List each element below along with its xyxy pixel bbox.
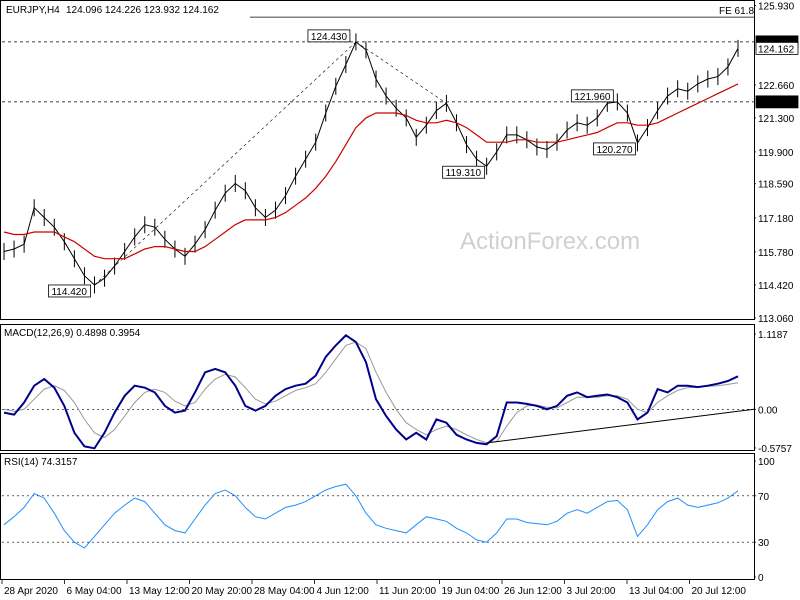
price-callouts: 124.430 121.960 119.310 114.420 120.270: [48, 29, 636, 298]
x-axis-label: 3 Jul 20:00: [567, 586, 616, 597]
x-axis-label: 20 May 20:00: [192, 586, 253, 597]
rsi-levels: [2, 495, 754, 543]
macd-pane-frame: [0, 324, 755, 451]
macd-axis: 1.1187 0.00 -0.5757: [754, 330, 792, 455]
callout-114420-label: 114.420: [51, 287, 87, 298]
guide-line-up: [94, 41, 357, 286]
callout-119310-label: 119.310: [446, 168, 482, 179]
macd-axis-label: 0.00: [758, 405, 778, 416]
price-axis-label: 118.590: [758, 180, 794, 191]
price-guides: [94, 41, 447, 286]
callout-119310-box: [442, 165, 486, 179]
price-axis-marker-box: [755, 41, 799, 55]
price-axis-marker-label: 124.162: [758, 44, 795, 55]
macd-signal-line: [3, 341, 739, 444]
callout-121960-label: 121.960: [574, 92, 611, 103]
macd-trendline: [486, 408, 755, 444]
rsi-axis-label: 100: [758, 457, 775, 468]
x-axis-label: 13 Jul 04:00: [629, 586, 684, 597]
x-axis-label: 28 May 04:00: [254, 586, 315, 597]
x-axis-label: 6 May 04:00: [67, 586, 122, 597]
x-axis-label: 20 Jul 12:00: [692, 586, 747, 597]
price-axis-label: 115.780: [758, 248, 794, 259]
price-levels: FE 61.8: [2, 6, 754, 103]
x-axis: 28 Apr 2020 6 May 04:00 13 May 12:00 20 May…: [1, 580, 747, 597]
x-axis-label: 11 Jun 20:00: [379, 586, 437, 597]
price-series: [3, 33, 739, 294]
price-pane-frame: [0, 0, 755, 320]
macd-axis-label: -0.5757: [758, 444, 792, 455]
callout-121960-box: [570, 89, 614, 103]
price-axis-marker-box: [755, 95, 799, 109]
price-axis-marker-label: 121.960: [758, 98, 795, 109]
callout-124430-box: [307, 29, 351, 43]
x-axis-label: 4 Jun 12:00: [317, 586, 370, 597]
x-axis-label: 13 May 12:00: [129, 586, 190, 597]
price-axis-label: 121.300: [758, 114, 795, 125]
callout-114420-box: [48, 284, 91, 298]
fe-618-label: FE 61.8: [719, 6, 754, 17]
macd-pane-title: MACD(12,26,9) 0.4898 0.3954: [4, 328, 141, 339]
x-axis-label: 19 Jun 04:00: [442, 586, 500, 597]
price-axis-label: 119.900: [758, 148, 794, 159]
rsi-axis-label: 0: [758, 573, 764, 584]
rsi-line: [3, 483, 739, 549]
rsi-pane-title: RSI(14) 74.3157: [4, 457, 78, 468]
callout-120270-box: [593, 142, 636, 156]
x-axis-label: 28 Apr 2020: [4, 586, 58, 597]
x-axis-label: 26 Jun 12:00: [504, 586, 562, 597]
macd-main-line: [3, 334, 739, 450]
watermark-text: ActionForex.com: [460, 228, 640, 255]
price-axis-label: 125.930: [758, 1, 795, 12]
price-axis-label: 114.420: [758, 281, 794, 292]
rsi-axis-label: 70: [758, 492, 770, 503]
callout-124430-label: 124.430: [311, 32, 348, 43]
rsi-axis-label: 30: [758, 538, 770, 549]
ema-line: [3, 83, 739, 260]
guide-line-down: [355, 41, 447, 104]
macd-series: [3, 334, 755, 450]
price-pane-ohlc: 124.096 124.226 123.932 124.162: [66, 5, 219, 16]
price-axis: 125.930124.430124.162122.660121.960121.3…: [754, 1, 799, 325]
macd-axis-label: 1.1187: [758, 330, 788, 341]
rsi-axis: 100 70 30 0: [754, 457, 775, 584]
rsi-series: [3, 483, 739, 549]
price-axis-label: 122.660: [758, 81, 795, 92]
price-close-line: [3, 41, 739, 286]
price-pane-symbol: EURJPY,H4: [6, 5, 60, 16]
price-axis-label: 117.180: [758, 214, 794, 225]
callout-120270-label: 120.270: [596, 145, 633, 156]
price-axis-label: 113.060: [758, 314, 794, 325]
rsi-pane-frame: [0, 453, 755, 580]
